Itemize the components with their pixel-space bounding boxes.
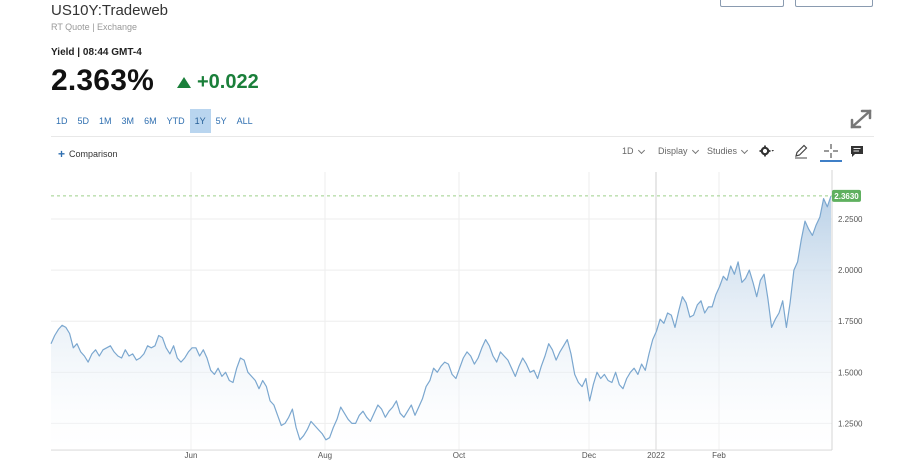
interval-dropdown[interactable]: 1D bbox=[622, 146, 645, 156]
y-tick-label: 1.7500 bbox=[838, 317, 863, 326]
y-tick-label: 1.2500 bbox=[838, 419, 863, 428]
crosshair-icon[interactable] bbox=[823, 143, 839, 159]
pencil-icon[interactable] bbox=[793, 143, 809, 159]
last-price-label: 2.3630 bbox=[834, 192, 859, 201]
plus-icon: + bbox=[58, 147, 66, 161]
x-tick-label: Jun bbox=[185, 451, 198, 460]
top-action-button-2[interactable] bbox=[795, 0, 873, 7]
crosshair-active-indicator bbox=[820, 160, 842, 162]
gear-icon[interactable] bbox=[759, 143, 775, 159]
yield-chart[interactable]: 2.2500 2.0000 1.7500 1.5000 1.2500 Jun Aug Oct D… bbox=[0, 164, 900, 474]
expand-icon[interactable] bbox=[848, 107, 874, 131]
series-line bbox=[50, 195, 832, 441]
x-tick-label: Aug bbox=[318, 451, 332, 460]
range-1m[interactable]: 1M bbox=[99, 116, 112, 126]
y-tick-label: 1.5000 bbox=[838, 368, 863, 377]
range-selector: 1D 5D 1M 3M 6M YTD 1Y 5Y ALL bbox=[51, 109, 258, 133]
chevron-down-icon bbox=[740, 146, 749, 154]
comparison-button[interactable]: + Comparison bbox=[58, 147, 118, 161]
chevron-down-icon bbox=[637, 146, 645, 154]
last-price-badge bbox=[832, 189, 861, 202]
range-all[interactable]: ALL bbox=[236, 116, 253, 126]
up-arrow-icon bbox=[177, 77, 191, 88]
y-tick-label: 2.2500 bbox=[838, 215, 863, 224]
change-value: +0.022 bbox=[197, 71, 259, 93]
range-ytd[interactable]: YTD bbox=[166, 116, 185, 126]
price-change: +0.022 bbox=[177, 71, 259, 94]
comparison-label: Comparison bbox=[69, 149, 118, 159]
y-tick-label: 2.0000 bbox=[838, 266, 863, 275]
range-1d[interactable]: 1D bbox=[56, 116, 68, 126]
studies-label: Studies bbox=[707, 146, 738, 156]
comment-icon[interactable] bbox=[849, 143, 865, 159]
quote-source: RT Quote | Exchange bbox=[51, 22, 138, 32]
chevron-down-icon bbox=[691, 146, 699, 154]
yield-timestamp: Yield | 08:44 GMT-4 bbox=[51, 47, 142, 58]
x-tick-label: 2022 bbox=[647, 451, 665, 460]
x-tick-label: Oct bbox=[453, 451, 466, 460]
display-label: Display bbox=[658, 146, 688, 156]
range-5y[interactable]: 5Y bbox=[215, 116, 227, 126]
interval-label: 1D bbox=[622, 146, 634, 156]
series-area bbox=[51, 195, 831, 450]
top-action-button-1[interactable] bbox=[720, 0, 784, 7]
last-price: 2.363% bbox=[51, 64, 154, 97]
studies-dropdown[interactable]: Studies bbox=[707, 146, 749, 156]
toolbar-divider bbox=[51, 136, 874, 137]
symbol-title: US10Y:Tradeweb bbox=[51, 2, 169, 19]
display-dropdown[interactable]: Display bbox=[658, 146, 699, 156]
x-tick-label: Feb bbox=[712, 451, 726, 460]
range-6m[interactable]: 6M bbox=[144, 116, 157, 126]
x-tick-label: Dec bbox=[582, 451, 596, 460]
range-5d[interactable]: 5D bbox=[77, 116, 90, 126]
range-3m[interactable]: 3M bbox=[121, 116, 135, 126]
range-1y[interactable]: 1Y bbox=[189, 109, 211, 133]
